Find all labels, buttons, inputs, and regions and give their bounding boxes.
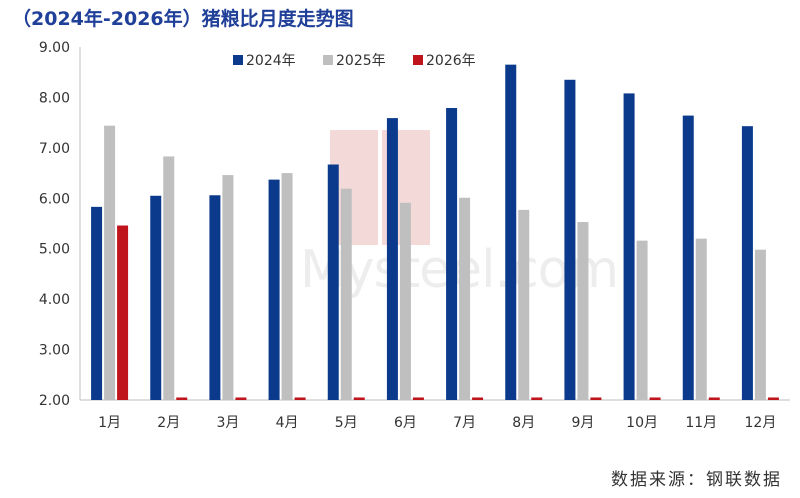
bar-2-12 (754, 249, 766, 400)
y-tick-label: 5.00 (39, 242, 70, 258)
y-tick-label: 6.00 (39, 191, 70, 207)
bar-2-7 (459, 197, 471, 400)
bar-2-8 (518, 209, 530, 400)
bar-2-6 (399, 202, 411, 400)
x-tick-label: 10月 (626, 415, 658, 431)
bar-1-4 (268, 179, 280, 400)
x-tick-label: 9月 (571, 415, 594, 431)
bar-1-12 (741, 126, 753, 401)
bar-3-11 (708, 397, 720, 400)
y-tick-label: 3.00 (39, 343, 70, 359)
bar-3-5 (353, 397, 365, 400)
legend-swatch (413, 55, 423, 65)
bar-2-10 (636, 240, 648, 400)
bar-1-6 (386, 118, 398, 401)
x-tick-label: 4月 (276, 415, 299, 431)
bar-3-4 (294, 397, 306, 400)
y-tick-label: 2.00 (39, 393, 70, 409)
bar-1-1 (91, 206, 103, 400)
bar-2-1 (104, 125, 116, 400)
bar-3-9 (590, 397, 602, 400)
x-tick-label: 5月 (335, 415, 358, 431)
bar-3-2 (176, 397, 188, 400)
legend-label: 2024年 (246, 53, 296, 69)
x-tick-label: 2月 (157, 415, 180, 431)
bar-2-5 (340, 188, 352, 400)
x-tick-label: 3月 (216, 415, 239, 431)
axes: 2.00 3.00 4.00 5.00 6.00 7.00 8.00 9.00 1月 2月 3月 4月… (39, 40, 790, 431)
bar-1-3 (209, 195, 221, 400)
y-tick-label: 8.00 (39, 90, 70, 106)
y-tick-label: 4.00 (39, 292, 70, 308)
x-tick-label: 8月 (512, 415, 535, 431)
legend-swatch (323, 55, 333, 65)
bar-3-7 (472, 397, 484, 400)
x-tick-label: 12月 (745, 415, 777, 431)
bar-1-2 (150, 195, 162, 400)
x-tick-label: 11月 (685, 415, 717, 431)
bar-3-6 (412, 397, 424, 400)
bar-2-11 (695, 238, 707, 400)
bar-2-9 (577, 221, 589, 400)
chart-title: （2024年-2026年）猪粮比月度走势图 (12, 8, 354, 30)
bar-1-10 (623, 93, 635, 400)
bar-2-3 (222, 175, 234, 400)
bar-3-12 (767, 397, 779, 400)
legend-label: 2025年 (336, 53, 386, 69)
x-tick-label: 6月 (394, 415, 417, 431)
bar-2-2 (163, 156, 175, 400)
bar-3-3 (235, 397, 247, 400)
bar-1-5 (327, 164, 339, 400)
bar-1-11 (682, 115, 694, 400)
source-note: 数据来源：钢联数据 (611, 470, 782, 490)
bar-1-7 (446, 108, 458, 401)
bar-2-4 (281, 173, 293, 400)
legend: 2024年 2025年 2026年 (233, 53, 476, 69)
y-tick-label: 9.00 (39, 40, 70, 56)
legend-label: 2026年 (426, 53, 476, 69)
bars (91, 64, 779, 401)
bar-1-9 (564, 79, 576, 401)
legend-swatch (233, 55, 243, 65)
x-tick-label: 7月 (453, 415, 476, 431)
bar-1-8 (505, 64, 517, 401)
x-tick-label: 1月 (98, 415, 121, 431)
bar-3-1 (117, 225, 129, 400)
y-tick-label: 7.00 (39, 141, 70, 157)
bar-3-8 (531, 397, 543, 400)
bar-3-10 (649, 397, 661, 400)
